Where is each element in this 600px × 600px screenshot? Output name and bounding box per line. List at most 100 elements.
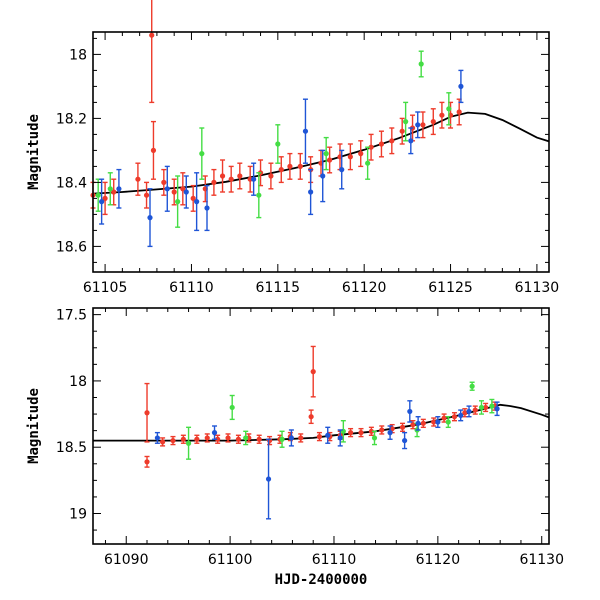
blue-point bbox=[154, 431, 161, 444]
red-point bbox=[237, 162, 243, 190]
x-axis-title: HJD-2400000 bbox=[275, 572, 368, 588]
red-point bbox=[430, 108, 436, 136]
blue-point bbox=[251, 162, 257, 196]
y-tick-label: 18 bbox=[69, 374, 87, 390]
blue-point bbox=[204, 184, 210, 232]
red-point bbox=[399, 117, 405, 145]
red-point bbox=[228, 165, 234, 193]
red-point bbox=[327, 146, 333, 174]
y-axis-title-bottom: Magnitude bbox=[26, 388, 42, 464]
red-point bbox=[358, 140, 364, 168]
x-tick-label: 61105 bbox=[83, 280, 128, 296]
red-point bbox=[441, 413, 447, 423]
red-point bbox=[379, 425, 385, 435]
x-tick-label: 61110 bbox=[312, 552, 357, 568]
x-tick-label: 61130 bbox=[519, 552, 564, 568]
green-point bbox=[107, 172, 113, 206]
red-point bbox=[378, 130, 385, 158]
red-point bbox=[420, 111, 426, 139]
blue-point bbox=[466, 405, 472, 418]
red-point bbox=[368, 426, 374, 436]
red-point bbox=[102, 181, 108, 216]
x-tick-label: 61120 bbox=[416, 552, 461, 568]
green-point bbox=[275, 124, 281, 164]
model-curve bbox=[93, 403, 550, 442]
green-point bbox=[418, 50, 424, 78]
blue-point bbox=[302, 98, 309, 164]
red-point bbox=[211, 168, 217, 196]
blue-point bbox=[99, 178, 105, 225]
y-tick-label: 18.4 bbox=[56, 175, 87, 191]
blue-point bbox=[415, 416, 421, 431]
green-point bbox=[446, 92, 452, 126]
red-point bbox=[410, 419, 416, 430]
blue-point bbox=[194, 172, 200, 232]
x-tick-label: 61090 bbox=[104, 552, 149, 568]
x-tick-label: 61130 bbox=[515, 280, 560, 296]
red-point bbox=[171, 178, 177, 206]
green-point bbox=[403, 101, 409, 142]
green-point bbox=[478, 400, 485, 415]
blue-point bbox=[435, 416, 441, 429]
red-point bbox=[144, 382, 150, 443]
panel-bottom: 61090 61100 61110 61120 61130 17.5 18 18.5 19 Ma… bbox=[26, 307, 564, 588]
red-point bbox=[472, 405, 478, 415]
y-tick-label: 18.5 bbox=[56, 440, 87, 456]
red-point bbox=[135, 162, 141, 196]
red-point bbox=[399, 422, 406, 433]
red-point bbox=[451, 412, 458, 422]
green-point bbox=[445, 416, 451, 429]
red-point bbox=[225, 433, 231, 443]
red-point bbox=[256, 434, 262, 444]
red-point bbox=[170, 435, 176, 446]
blue-point bbox=[147, 188, 153, 248]
green-point bbox=[489, 398, 495, 414]
red-point bbox=[219, 159, 226, 193]
green-point bbox=[199, 127, 205, 180]
red-point bbox=[144, 455, 150, 468]
red-point bbox=[287, 152, 293, 180]
blue-point bbox=[387, 425, 393, 440]
blue-point bbox=[337, 429, 343, 447]
green-point bbox=[365, 146, 371, 180]
x-tick-label: 61125 bbox=[428, 280, 473, 296]
red-point bbox=[348, 427, 354, 438]
green-point bbox=[469, 381, 475, 391]
y-tick-label: 18.6 bbox=[56, 239, 87, 255]
blue-point bbox=[402, 431, 408, 450]
green-point bbox=[256, 172, 262, 219]
x-tick-label: 61115 bbox=[256, 280, 301, 296]
plot-frame-bottom bbox=[92, 307, 550, 545]
red-point bbox=[143, 181, 150, 209]
red-point bbox=[483, 402, 489, 413]
red-point bbox=[204, 433, 210, 443]
red-point bbox=[298, 433, 304, 443]
panel-top: 61105 61110 61115 61120 61125 61130 18 18.2 18.4… bbox=[26, 0, 559, 296]
red-point bbox=[358, 427, 364, 438]
red-point bbox=[297, 152, 303, 180]
blue-point bbox=[415, 111, 421, 139]
green-point bbox=[323, 136, 329, 171]
blue-point bbox=[325, 426, 331, 444]
red-point bbox=[347, 143, 353, 171]
x-tick-label: 61120 bbox=[342, 280, 387, 296]
green-point bbox=[229, 394, 235, 421]
y-tick-label: 17.5 bbox=[56, 308, 87, 324]
blue-point bbox=[116, 168, 122, 209]
red-point bbox=[149, 0, 155, 104]
blue-point bbox=[494, 401, 500, 417]
red-point bbox=[308, 409, 314, 425]
red-point bbox=[150, 120, 157, 180]
red-point bbox=[268, 162, 274, 190]
y-axis-title-top: Magnitude bbox=[26, 114, 42, 190]
red-point bbox=[278, 156, 284, 184]
blue-point bbox=[265, 438, 272, 520]
blue-point bbox=[407, 400, 413, 423]
red-point bbox=[190, 184, 196, 212]
blue-point bbox=[339, 149, 345, 190]
red-point bbox=[161, 168, 167, 196]
x-tick-label: 61100 bbox=[208, 552, 253, 568]
red-point bbox=[180, 172, 186, 206]
red-point bbox=[420, 418, 426, 429]
plot-frame-top bbox=[92, 31, 550, 273]
